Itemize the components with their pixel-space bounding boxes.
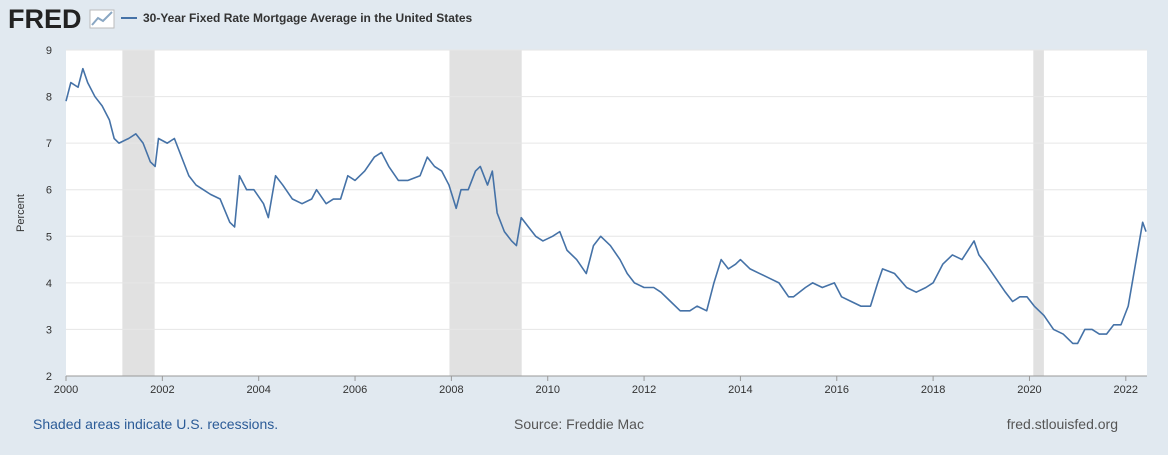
x-tick-label: 2012	[632, 384, 656, 396]
y-tick-label: 7	[46, 138, 52, 150]
recession-band	[449, 50, 522, 376]
x-tick-label: 2002	[150, 384, 174, 396]
recession-band	[1033, 50, 1044, 376]
x-tick-label: 2022	[1114, 384, 1138, 396]
x-tick-label: 2004	[246, 384, 270, 396]
plot-area	[66, 50, 1147, 376]
y-tick-label: 8	[46, 92, 52, 104]
x-tick-label: 2010	[535, 384, 559, 396]
source: Source: Freddie Mac	[514, 416, 644, 432]
y-tick-label: 5	[46, 231, 52, 243]
y-tick-label: 4	[46, 278, 52, 290]
x-tick-label: 2018	[921, 384, 945, 396]
legend-label: 30-Year Fixed Rate Mortgage Average in t…	[143, 11, 473, 25]
series-line	[65, 67, 1147, 345]
y-axis-label: Percent	[15, 194, 27, 232]
url: fred.stlouisfed.org	[1007, 416, 1118, 432]
logo-icon	[89, 9, 115, 29]
y-tick-label: 3	[46, 324, 52, 336]
y-tick-label: 9	[46, 45, 52, 57]
recession-note: Shaded areas indicate U.S. recessions.	[33, 416, 278, 432]
logo: FRED	[8, 4, 82, 34]
recession-band	[122, 50, 155, 376]
x-tick-label: 2016	[825, 384, 849, 396]
y-tick-label: 2	[46, 371, 52, 383]
y-tick-label: 6	[46, 185, 52, 197]
x-tick-label: 2008	[439, 384, 463, 396]
x-tick-label: 2006	[343, 384, 367, 396]
x-tick-label: 2020	[1017, 384, 1041, 396]
x-tick-label: 2000	[54, 384, 78, 396]
x-tick-label: 2014	[728, 384, 752, 396]
